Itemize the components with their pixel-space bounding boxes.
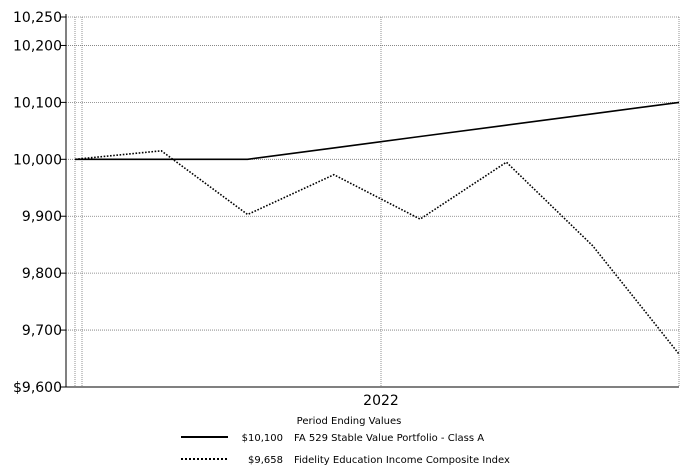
legend-value-1: $10,100 bbox=[242, 433, 283, 444]
legend-label-2: Fidelity Education Income Composite Inde… bbox=[294, 455, 510, 465]
y-tick-label: 9,800 bbox=[22, 266, 62, 282]
y-tick-label: 10,200 bbox=[13, 38, 62, 54]
series-lines bbox=[74, 101, 680, 355]
x-tick-label: 2022 bbox=[363, 393, 399, 409]
series-line-1 bbox=[75, 101, 680, 161]
y-tick-label: 9,700 bbox=[22, 323, 62, 339]
y-tick-label: 10,100 bbox=[13, 95, 62, 111]
y-tick-label: $9,600 bbox=[13, 380, 62, 396]
series-line-2 bbox=[74, 149, 680, 355]
legend-value-2: $9,658 bbox=[248, 455, 283, 465]
tick-labels: $9,600 9,700 9,800 9,900 10,000 10,100 10,200 1… bbox=[13, 10, 399, 409]
legend-title: Period Ending Values bbox=[297, 416, 402, 427]
y-tick-label: 10,000 bbox=[13, 152, 62, 168]
legend: Period Ending Values $10,100 FA 529 Stabl… bbox=[181, 416, 510, 466]
legend-label-1: FA 529 Stable Value Portfolio - Class A bbox=[294, 433, 484, 444]
axes bbox=[61, 14, 679, 388]
grid-lines bbox=[66, 16, 680, 388]
y-tick-label: 9,900 bbox=[22, 209, 62, 225]
y-tick-label: 10,250 bbox=[13, 10, 62, 26]
